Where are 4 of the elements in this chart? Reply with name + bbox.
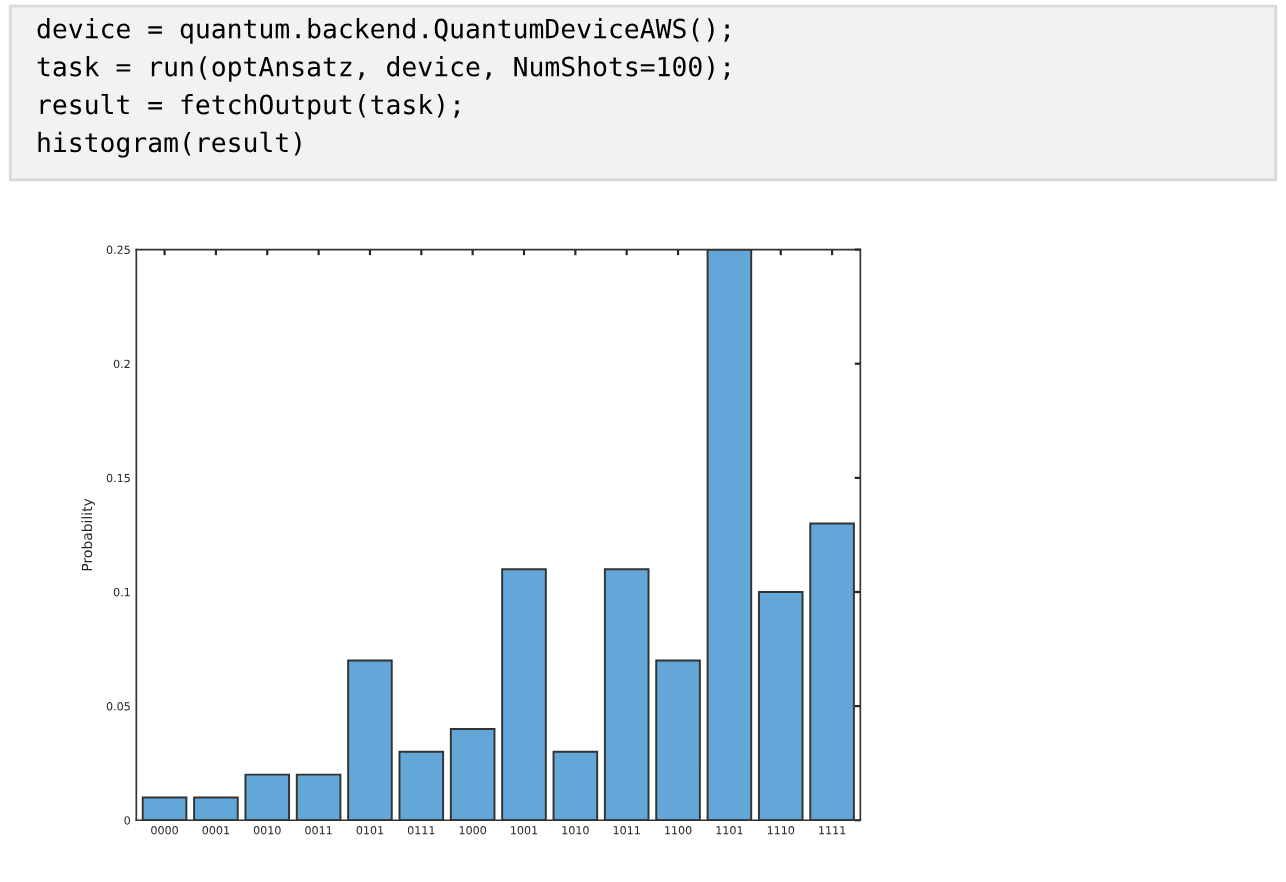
text: result = fetchOutput(task); (40, 93, 459, 120)
text: histogram(result) (38, 131, 301, 158)
text: task = run(optAnsatz, device, NumShots=100); (37, 56, 729, 82)
text: device = quantum.backend.QuantumDeviceAWS(); (37, 18, 729, 44)
